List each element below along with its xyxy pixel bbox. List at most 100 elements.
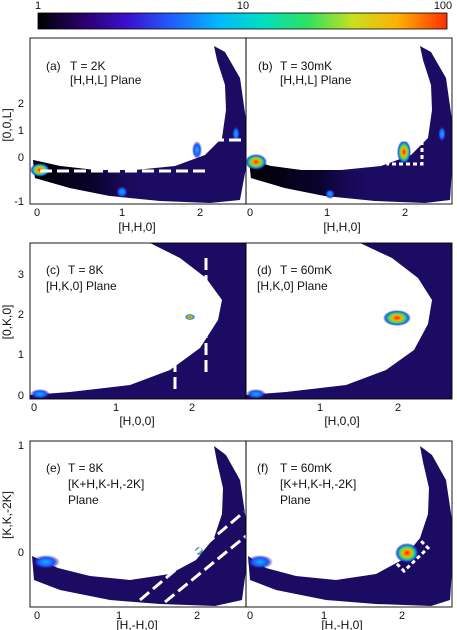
x-axis-label: [H,H,0] <box>118 220 155 234</box>
bragg-peak <box>232 126 240 142</box>
x-tick-label: 1 <box>324 207 330 219</box>
bragg-peak <box>246 389 266 399</box>
data-region <box>33 46 246 203</box>
panel-frame <box>245 242 453 400</box>
x-tick-label: 2 <box>399 610 405 622</box>
panel-label: (e) <box>46 461 61 475</box>
x-tick-label: 2 <box>402 207 408 219</box>
panel-a: (a) T = 2K [H,H,L] Plane <box>29 37 247 205</box>
colorbar-tick-label: 10 <box>237 0 249 12</box>
magnetic-peak <box>397 140 411 164</box>
panel-label: (b) <box>258 59 273 73</box>
dark-band <box>249 160 380 198</box>
panel-temperature: T = 2K <box>70 59 105 73</box>
cut-line <box>164 534 246 604</box>
x-axis-label: [H,0,0] <box>119 414 154 428</box>
panel-label: (a) <box>46 59 61 73</box>
x-tick-label: 0 <box>247 610 253 622</box>
cut-line <box>139 510 245 602</box>
integration-box <box>386 138 424 166</box>
x-tick-label: 2 <box>395 402 401 414</box>
x-tick-label: 1 <box>116 610 122 622</box>
panel-plane: [H,K,0] Plane <box>46 279 117 293</box>
panel-temperature: T = 8K <box>68 263 103 277</box>
dark-band <box>33 160 150 196</box>
bragg-peak <box>246 154 267 170</box>
y-axis-label: [0,0,L] <box>0 108 14 141</box>
colorbar-gradient <box>37 12 448 30</box>
x-tick-label: 0 <box>247 207 253 219</box>
y-tick-label: 3 <box>18 269 24 281</box>
magnetic-peak <box>383 310 411 326</box>
magnetic-peak <box>395 543 419 563</box>
panel-d: (d) T = 60mK [H,K,0] Plane <box>245 242 453 400</box>
y-tick-label: 1 <box>18 349 24 361</box>
y-tick-label: 2 <box>18 98 24 110</box>
panel-plane: [H,K,0] Plane <box>257 279 328 293</box>
colorbar: 1 10 100 <box>35 0 452 30</box>
x-axis-label: [H,-H,0] <box>116 618 157 630</box>
data-region <box>32 446 246 606</box>
y-tick-label: -1 <box>14 196 24 208</box>
y-tick-label: 0 <box>18 547 24 559</box>
magnetic-peak <box>185 314 195 320</box>
y-tick-label: 2 <box>18 309 24 321</box>
y-axis-label: [K,K,-2K] <box>0 491 14 539</box>
x-axis-label: [H,-H,0] <box>321 618 362 630</box>
row-1: [0,0,L] 2 1 0 -1 (a) T = 2K [H,H,L] Plan… <box>0 37 453 234</box>
panel-plane: [H,H,L] Plane <box>70 73 142 87</box>
panel-e: (e) T = 8K [K+H,K-H,-2K] Plane <box>29 440 247 608</box>
x-tick-label: 1 <box>321 610 327 622</box>
panel-b: (b) T = 30mK [H,H,L] Plane <box>245 37 453 205</box>
x-tick-label: 0 <box>31 402 37 414</box>
panel-c: (c) T = 8K [H,K,0] Plane <box>29 242 247 400</box>
x-axis-label: [H,H,0] <box>323 220 360 234</box>
panel-plane: Plane <box>280 493 311 507</box>
x-tick-label: 1 <box>113 402 119 414</box>
integration-box <box>383 527 431 574</box>
panel-frame <box>245 440 453 608</box>
x-tick-label: 2 <box>189 402 195 414</box>
panel-temperature: T = 30mK <box>280 59 332 73</box>
colorbar-tick-label: 100 <box>434 0 452 12</box>
panel-f: (f) T = 60mK [K+H,K-H,-2K] Plane <box>245 440 453 608</box>
panel-temperature: T = 60mK <box>280 263 332 277</box>
y-tick-label: 0 <box>18 390 24 402</box>
row-3: [K,K,-2K] 1 0 (e) T = 8K [K+H,K-H,-2K] P… <box>0 440 453 630</box>
panel-plane: [K+H,K-H,-2K] <box>280 477 356 491</box>
bragg-peak <box>325 189 335 199</box>
y-tick-label: 1 <box>18 125 24 137</box>
panel-frame <box>245 37 453 205</box>
colorbar-tick-label: 1 <box>35 0 41 12</box>
data-region <box>246 243 452 399</box>
panel-label: (d) <box>257 263 272 277</box>
magnetic-peak <box>192 141 202 159</box>
y-tick-label: 1 <box>18 440 24 452</box>
data-region <box>30 243 246 399</box>
panel-label: (c) <box>46 263 60 277</box>
bragg-peak <box>116 186 128 198</box>
panel-temperature: T = 60mK <box>280 461 332 475</box>
y-tick-label: 0 <box>18 152 24 164</box>
y-axis-label: [0,K,0] <box>0 305 14 340</box>
bragg-peak <box>247 555 273 569</box>
bragg-peak <box>438 126 446 142</box>
x-tick-label: 2 <box>197 207 203 219</box>
bragg-peak <box>30 389 50 399</box>
x-tick-label: 1 <box>317 402 323 414</box>
x-tick-label: 0 <box>34 610 40 622</box>
x-tick-label: 1 <box>119 207 125 219</box>
panel-label: (f) <box>257 461 268 475</box>
panel-plane: Plane <box>68 493 99 507</box>
row-2: [0,K,0] 3 2 1 0 (c) T = 8K [H,K,0] Plane <box>0 242 453 428</box>
x-tick-label: 2 <box>194 610 200 622</box>
bragg-peak <box>32 555 60 569</box>
panel-temperature: T = 8K <box>68 461 103 475</box>
x-tick-label: 0 <box>34 207 40 219</box>
integration-box <box>378 305 416 331</box>
panel-plane: [H,H,L] Plane <box>280 73 352 87</box>
panel-plane: [K+H,K-H,-2K] <box>68 477 144 491</box>
data-region <box>248 446 452 606</box>
x-axis-label: [H,0,0] <box>324 414 359 428</box>
